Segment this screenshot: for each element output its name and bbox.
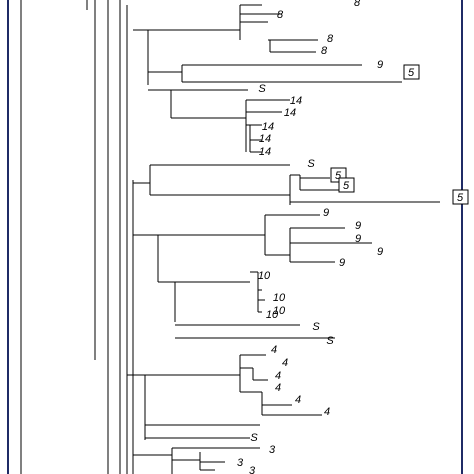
tip-label: 14	[262, 121, 274, 133]
tip-label: 14	[290, 95, 302, 107]
tip-label: 8	[354, 0, 361, 9]
boxed-tip-label: 5	[457, 192, 464, 204]
tip-label: S	[312, 321, 320, 333]
figure-frame	[7, 0, 463, 474]
tip-label: 10	[258, 270, 271, 282]
tip-label: S	[307, 158, 315, 170]
tip-label: 9	[355, 233, 361, 245]
tip-label: 8	[327, 33, 334, 45]
tip-label: 4	[275, 370, 281, 382]
tip-label: S	[250, 432, 258, 444]
tip-label: 4	[295, 394, 301, 406]
tip-label: 9	[377, 59, 383, 71]
tip-label: 14	[284, 107, 296, 119]
tip-label: 9	[355, 220, 361, 232]
tip-labels: 888895S1414141414S5559999910101010SS4444…	[237, 0, 469, 474]
tip-label: 9	[377, 246, 383, 258]
boxed-tip-label: 5	[343, 180, 350, 192]
tip-label: 4	[271, 344, 277, 356]
tip-label: 14	[259, 146, 271, 158]
tip-label: 9	[323, 207, 329, 219]
tip-label: 8	[277, 9, 284, 21]
tip-label: S	[258, 83, 266, 95]
tip-label: 4	[275, 382, 281, 394]
tip-label: 10	[273, 305, 286, 317]
boxed-tip-label: 5	[335, 170, 342, 182]
tip-label: 4	[282, 357, 288, 369]
tip-label: 4	[324, 406, 330, 418]
tip-label: 14	[259, 133, 271, 145]
boxed-tip-label: 5	[408, 67, 415, 79]
tip-label: S	[326, 335, 334, 347]
tip-label: 10	[266, 309, 279, 321]
boxed-label-frame	[452, 189, 469, 205]
tree-branches	[20, 0, 440, 474]
tip-label: 3	[237, 457, 244, 469]
tip-label: 10	[273, 292, 286, 304]
tip-label: 8	[321, 45, 328, 57]
boxed-label-frame	[338, 177, 355, 193]
boxed-label-frame	[403, 64, 420, 80]
tip-label: 3	[269, 444, 276, 456]
tip-label: 9	[339, 257, 345, 269]
tip-label: 3	[249, 465, 256, 474]
